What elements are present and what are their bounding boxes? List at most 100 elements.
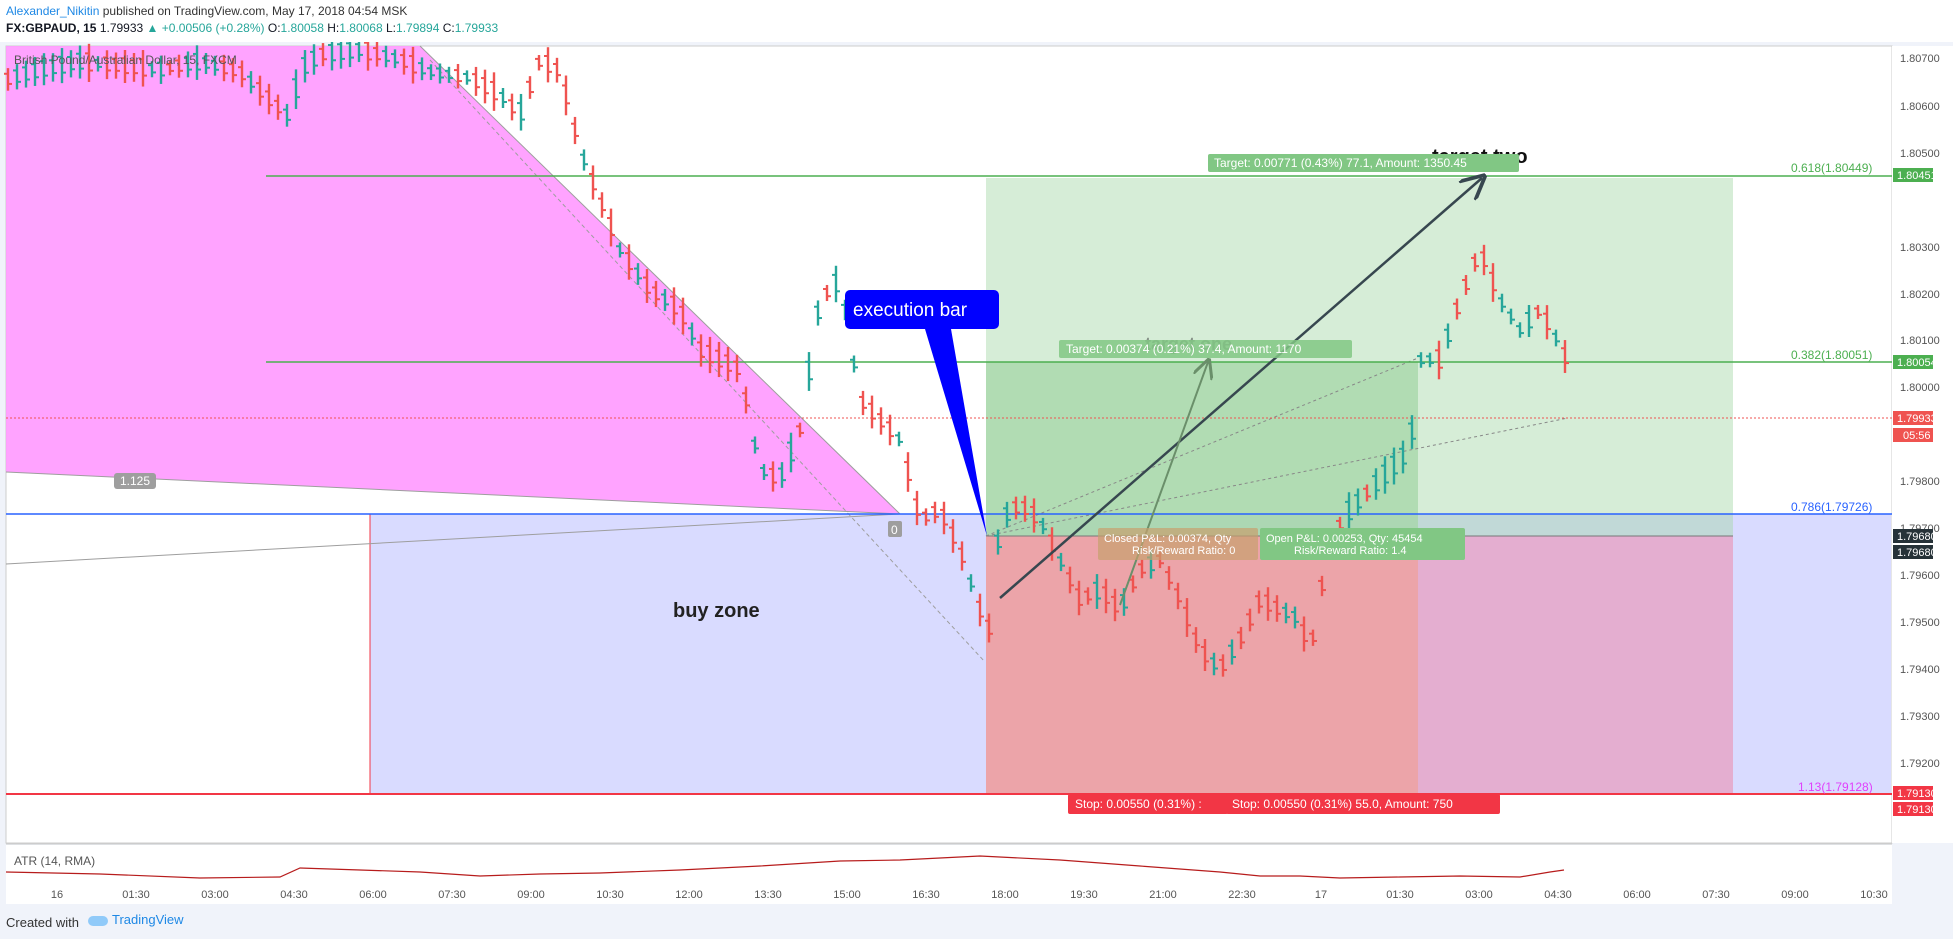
time-tick-label: 18:00	[991, 889, 1019, 901]
header-bar: Alexander_Nikitin published on TradingVi…	[0, 0, 1953, 42]
fib-zero-badge	[888, 521, 902, 537]
low-value: 1.79894	[396, 21, 440, 35]
time-tick-label: 03:00	[1465, 889, 1493, 901]
badge-last	[1893, 411, 1933, 425]
stop-two-zone	[1418, 536, 1733, 794]
price-tick-label: 1.80500	[1900, 148, 1940, 160]
price-tick-label: 1.79800	[1900, 476, 1940, 488]
badge-entry2	[1893, 545, 1933, 559]
target-one-zone	[986, 362, 1418, 536]
price-tick-label: 1.80700	[1900, 53, 1940, 65]
time-tick-label: 01:30	[122, 889, 150, 901]
time-tick-label: 09:00	[517, 889, 545, 901]
badge-stop1	[1893, 786, 1933, 800]
time-tick-label: 06:00	[1623, 889, 1651, 901]
time-tick-label: 03:00	[201, 889, 229, 901]
execution-bar-callout	[845, 290, 999, 329]
last-price: 1.79933	[99, 21, 144, 35]
high-label: H:	[327, 21, 340, 35]
fan-base-line	[5, 513, 901, 565]
trend-dashed-line	[429, 59, 986, 663]
time-axis[interactable]	[6, 885, 1892, 904]
price-tick-label: 1.79600	[1900, 570, 1940, 582]
badge-last-text: 1.79933	[1897, 413, 1937, 425]
price-change: ▲ +0.00506 (+0.28%)	[146, 21, 265, 35]
fib-1125-badge	[114, 473, 156, 489]
badge-entry2-text: 1.79680	[1897, 547, 1937, 559]
buy-zone-label: buy zone	[673, 600, 760, 622]
badge-stop2-text: 1.79130	[1897, 804, 1937, 816]
target-two-box	[1208, 154, 1519, 172]
price-chart[interactable]: execution bar buy zone target one target…	[0, 42, 1953, 904]
badge-fib382	[1893, 355, 1933, 369]
fib-786-label: 0.786(1.79726)	[1791, 500, 1872, 514]
time-tick-label: 15:00	[833, 889, 861, 901]
close-value: 1.79933	[454, 21, 499, 35]
fan-upper-line	[419, 45, 901, 515]
time-tick-label: 07:30	[438, 889, 466, 901]
target-two-text: Target: 0.00771 (0.43%) 77.1, Amount: 13…	[1214, 156, 1467, 170]
price-tick-label: 1.80200	[1900, 289, 1940, 301]
time-tick-label: 13:30	[754, 889, 782, 901]
time-tick-label: 12:00	[675, 889, 703, 901]
time-tick-label: 09:00	[1781, 889, 1809, 901]
price-tick-label: 1.80300	[1900, 242, 1940, 254]
fib-113-label: 1.13(1.79128)	[1798, 780, 1873, 794]
tradingview-cloud-icon	[88, 915, 108, 926]
candles-group	[4, 42, 1569, 677]
time-tick-label: 21:00	[1149, 889, 1177, 901]
target-one-text: Target: 0.00374 (0.21%) 37.4, Amount: 11…	[1066, 342, 1302, 356]
chart-title: British Pound/Australian Dollar, 15, FXC…	[14, 53, 237, 67]
magenta-fan-zone	[6, 46, 900, 514]
footer: Created with TradingView	[0, 904, 1953, 939]
badge-fib618	[1893, 168, 1933, 182]
target-one-arrow	[1119, 362, 1208, 606]
time-tick-label: 17	[1315, 889, 1327, 901]
time-tick-label: 07:30	[1702, 889, 1730, 901]
open-pnl-text: Open P&L: 0.00253, Qty: 45454	[1266, 533, 1423, 545]
badge-fib382-text: 1.80054	[1897, 357, 1937, 369]
price-tick-label: 1.79400	[1900, 664, 1940, 676]
execution-bar-label: execution bar	[853, 300, 968, 321]
stop-two-box	[1226, 794, 1500, 814]
tradingview-link[interactable]: TradingView	[88, 912, 184, 927]
time-tick-label: 10:30	[596, 889, 624, 901]
closed-pnl-box	[1098, 528, 1258, 560]
price-axis[interactable]	[1892, 46, 1953, 843]
badge-stop1-text: 1.79130	[1897, 788, 1937, 800]
badge-entry1	[1893, 529, 1933, 543]
time-tick-label: 04:30	[1544, 889, 1572, 901]
price-tick-label: 1.80000	[1900, 382, 1940, 394]
publish-line: Alexander_Nikitin published on TradingVi…	[6, 4, 407, 18]
target-two-arrow	[999, 178, 1482, 599]
price-tick-label: 1.80600	[1900, 101, 1940, 113]
published-text: published on TradingView.com, May 17, 20…	[102, 4, 408, 18]
time-tick-label: 01:30	[1386, 889, 1414, 901]
stop-one-text: Stop: 0.00550 (0.31%) :	[1075, 797, 1202, 811]
open-value: 1.80058	[280, 21, 324, 35]
open-label: O:	[267, 21, 281, 35]
low-label: L:	[386, 21, 397, 35]
atr-label: ATR (14, RMA)	[14, 854, 95, 868]
time-ticks: 16 01:30 03:00 04:30 06:00 07:30 09:00 10:30 12:…	[51, 889, 1888, 901]
stop-one-box	[1068, 794, 1228, 814]
time-tick-label: 06:00	[359, 889, 387, 901]
author-link[interactable]: Alexander_Nikitin	[6, 4, 100, 18]
badge-entry1-text: 1.79680	[1897, 531, 1937, 543]
target-one-box	[1059, 340, 1352, 358]
time-tick-label: 16:30	[912, 889, 940, 901]
price-tick-label: 1.79300	[1900, 711, 1940, 723]
price-ticks: 1.80700 1.80600 1.80500 1.80300 1.80200 1.801…	[1900, 53, 1940, 770]
time-tick-label: 04:30	[280, 889, 308, 901]
time-tick-label: 10:30	[1860, 889, 1888, 901]
stop-one-zone	[986, 536, 1418, 794]
time-tick-label: 22:30	[1228, 889, 1256, 901]
atr-pane[interactable]	[6, 845, 1892, 885]
badge-countdown	[1893, 428, 1933, 442]
rr-one-text: Risk/Reward Ratio: 0	[1132, 545, 1235, 557]
symbol-label: FX:GBPAUD, 15	[6, 21, 97, 35]
symbol-line: FX:GBPAUD, 15 1.79933 ▲ +0.00506 (+0.28%…	[6, 21, 498, 35]
tradingview-brand: TradingView	[112, 912, 184, 927]
badge-fib618-text: 1.80451	[1897, 170, 1937, 182]
closed-pnl-text: Closed P&L: 0.00374, Qty	[1104, 533, 1232, 545]
